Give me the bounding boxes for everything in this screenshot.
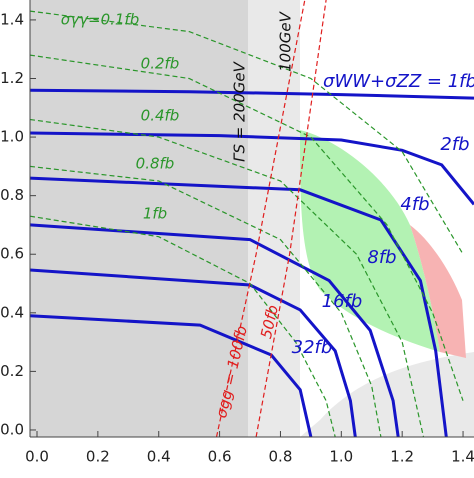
y-tick-label: 0.0 bbox=[0, 420, 24, 438]
contour-label: 0.4fb bbox=[141, 107, 180, 125]
contour-label: σWW+σZZ = 1fb bbox=[323, 71, 474, 92]
width-label: 100GeV bbox=[277, 10, 295, 71]
contour-line bbox=[215, 0, 306, 438]
x-tick-label: 0.2 bbox=[86, 448, 110, 466]
green-region bbox=[300, 130, 440, 352]
contour-label: 4fb bbox=[400, 194, 429, 215]
contour-line bbox=[29, 223, 400, 438]
contour-label: 0.2fb bbox=[141, 55, 180, 73]
x-tick-label: 0.0 bbox=[25, 448, 49, 466]
y-tick-label: 0.8 bbox=[0, 186, 24, 204]
contour-line bbox=[29, 88, 474, 100]
contour-label: 16fb bbox=[322, 291, 363, 312]
curves bbox=[29, 0, 474, 438]
y-tick-label: 1.4 bbox=[0, 10, 24, 28]
y-tick-label: 0.2 bbox=[0, 362, 24, 380]
contour-line bbox=[255, 0, 327, 438]
contour-label: 2fb bbox=[440, 134, 469, 155]
x-tick-label: 1.4 bbox=[451, 448, 474, 466]
x-tick-label: 1.0 bbox=[329, 448, 353, 466]
contour-label: 32fb bbox=[292, 337, 333, 358]
contour-label: σγγ=0.1fb bbox=[61, 11, 140, 29]
contour-label: 0.8fb bbox=[136, 155, 175, 173]
y-tick-label: 1.2 bbox=[0, 69, 24, 87]
contour-line bbox=[29, 215, 336, 438]
x-tick-label: 0.6 bbox=[208, 448, 232, 466]
contour-line bbox=[29, 118, 425, 438]
pink-region bbox=[410, 225, 466, 358]
contour-line bbox=[29, 268, 357, 438]
x-tick-label: 1.2 bbox=[390, 448, 414, 466]
x-tick-label: 0.8 bbox=[269, 448, 293, 466]
x-tick-label: 0.4 bbox=[147, 448, 171, 466]
width-label: ΓS = 200GeV bbox=[231, 60, 249, 161]
contour-label: 8fb bbox=[367, 247, 396, 268]
y-tick-label: 0.4 bbox=[0, 303, 24, 321]
contour-label: 1fb bbox=[143, 205, 167, 223]
contour-line bbox=[29, 131, 474, 206]
contour-line bbox=[29, 165, 382, 438]
y-tick-label: 0.6 bbox=[0, 245, 24, 263]
contour-line bbox=[29, 54, 464, 401]
y-tick-label: 1.0 bbox=[0, 128, 24, 146]
contour-line bbox=[29, 10, 464, 255]
